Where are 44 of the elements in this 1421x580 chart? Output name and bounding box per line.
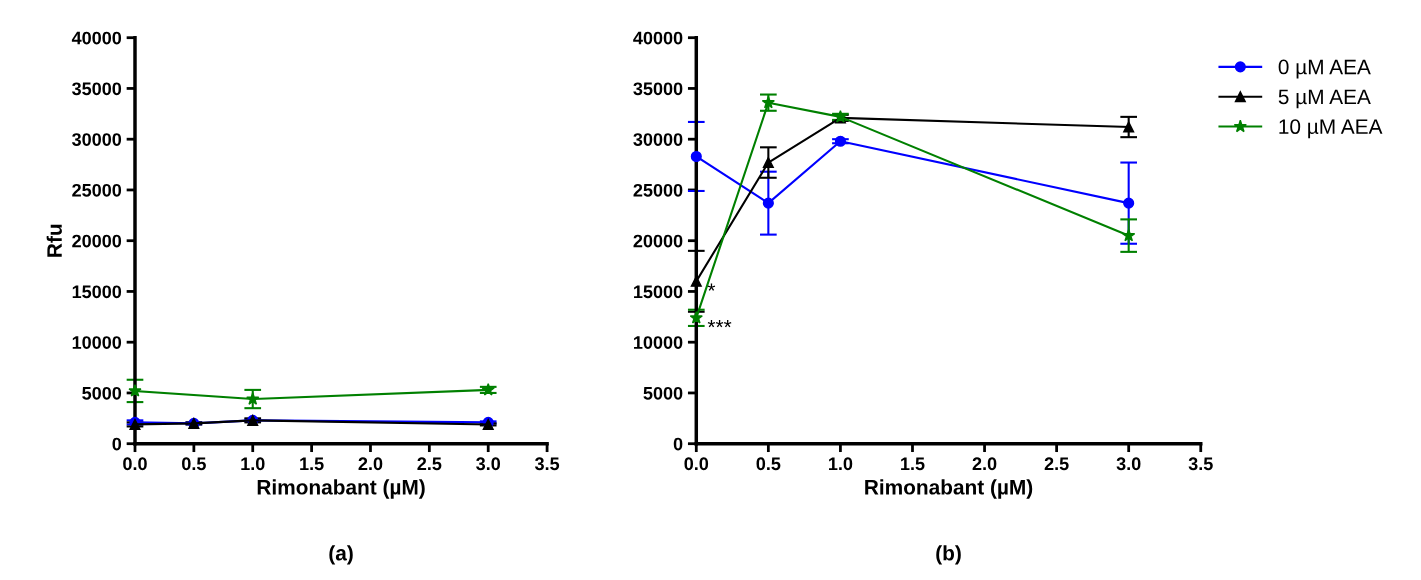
y-tick-label: 15000 [72, 285, 122, 299]
x-tick-label: 0.0 [684, 457, 709, 471]
y-tick-label: 10000 [72, 336, 122, 349]
x-tick-label: 3.5 [1188, 457, 1213, 471]
y-tick-label: 5000 [643, 386, 683, 400]
y-tick-label: 10000 [634, 336, 683, 349]
x-tick-label: 2.5 [1044, 457, 1069, 471]
annotation: * [707, 283, 716, 291]
x-tick-label: 1.0 [829, 457, 853, 471]
y-axis-title: Rfu [46, 224, 62, 257]
y-tick-label: 40000 [633, 31, 683, 45]
x-tick-label: 2.0 [358, 457, 383, 471]
y-tick-label: 0 [112, 437, 122, 451]
y-tick-label: 15000 [634, 285, 683, 299]
legend-label: 0 µM AEA [1278, 59, 1371, 79]
x-tick-label: 2.0 [972, 457, 997, 471]
text: (a) [329, 545, 353, 565]
y-tick-label: 5000 [82, 386, 122, 400]
x-tick-label: 1.5 [901, 457, 925, 471]
x-tick-label: 1.5 [300, 457, 324, 471]
x-tick-label: 0.5 [182, 457, 206, 471]
y-tick-label: 30000 [72, 133, 122, 146]
y-tick-label: 30000 [633, 133, 683, 146]
y-tick-label: 20000 [633, 234, 683, 248]
x-axis-title: Rimonabant (µM) [257, 479, 425, 499]
legend-label: 5 µM AEA [1278, 89, 1371, 109]
x-axis-title: Rimonabant (µM) [865, 479, 1033, 499]
y-tick-label: 20000 [72, 234, 122, 248]
x-tick-label: 2.5 [417, 457, 442, 471]
y-tick-label: 40000 [71, 31, 122, 45]
y-tick-label: 35000 [633, 82, 683, 96]
x-tick-label: 3.0 [1116, 457, 1141, 471]
annotation: *** [707, 320, 732, 328]
legend-label: 10 µM AEA [1279, 119, 1383, 139]
y-tick-label: 35000 [72, 82, 122, 96]
x-tick-label: 1.0 [241, 457, 265, 471]
x-tick-label: 0.5 [756, 457, 781, 471]
y-tick-label: 0 [673, 437, 683, 451]
y-tick-label: 25000 [633, 183, 683, 197]
x-tick-label: 3.5 [534, 457, 560, 471]
y-tick-label: 25000 [72, 183, 122, 197]
x-tick-label: 3.0 [476, 457, 501, 471]
text: (b) [936, 545, 961, 565]
x-tick-label: 0.0 [123, 457, 147, 471]
